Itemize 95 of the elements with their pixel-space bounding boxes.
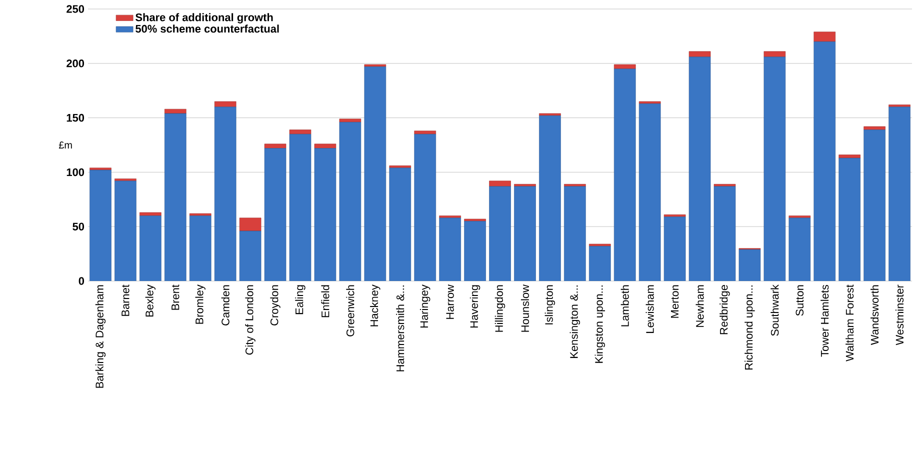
bar (589, 244, 611, 246)
bar (614, 68, 636, 281)
x-tick-label: Lambeth (620, 285, 629, 326)
bar (264, 148, 286, 281)
legend-label: 50% scheme counterfactual (136, 24, 279, 33)
x-tick-label: Enfield (321, 285, 330, 318)
x-tick-label: Bexley (145, 284, 156, 317)
bar (214, 106, 236, 281)
legend-label: Share of additional growth (136, 13, 273, 24)
bar (864, 126, 886, 130)
bar (764, 56, 786, 281)
bar (864, 130, 886, 281)
bar (140, 216, 162, 281)
bar (364, 66, 386, 281)
x-tick-label: Camden (221, 285, 230, 326)
bar (289, 130, 312, 134)
y-tick-label: 150 (66, 114, 84, 122)
bar (489, 186, 511, 281)
bar (764, 51, 786, 58)
bar (290, 134, 311, 281)
bar (539, 116, 561, 281)
bar (464, 221, 486, 281)
bar (140, 212, 162, 216)
bar (314, 144, 336, 148)
bar (638, 101, 661, 104)
bar (239, 218, 262, 232)
x-tick-label: Westminster (896, 284, 904, 346)
bar (314, 148, 336, 281)
bar (489, 180, 511, 186)
x-tick-label: Barnet (122, 284, 130, 316)
x-tick-label: Ealing (295, 285, 306, 314)
bar (214, 101, 236, 108)
x-tick-label: Southwark (770, 284, 779, 336)
bar (664, 216, 686, 281)
bar (838, 158, 860, 281)
y-tick-label: 50 (72, 222, 84, 230)
x-tick-label: Bromley (195, 284, 206, 324)
bar (688, 51, 711, 58)
x-tick-label: Hillingdon (494, 285, 506, 332)
bar (190, 216, 212, 281)
bar (90, 170, 112, 281)
y-tick-label: 100 (66, 168, 84, 176)
x-tick-label: Merton (670, 285, 679, 318)
x-tick-label: Greenwich (346, 285, 354, 336)
y-tick-label: 200 (66, 60, 84, 68)
bar (164, 113, 186, 281)
y-tick-label: 250 (66, 5, 84, 13)
bar (689, 56, 711, 281)
bar (788, 218, 810, 281)
x-tick-label: Croydon (270, 285, 280, 326)
bar (339, 118, 362, 122)
bar (564, 186, 586, 281)
x-tick-label: Harrow (446, 284, 454, 319)
x-tick-label: Brent (172, 284, 180, 310)
bar (639, 104, 661, 281)
y-tick-label: 0 (78, 277, 84, 285)
bar (414, 130, 436, 134)
bar (888, 106, 910, 281)
bar (189, 213, 212, 216)
bar (264, 144, 286, 148)
bar (414, 134, 436, 281)
x-tick-label: Newham (696, 285, 704, 327)
bar (389, 168, 411, 281)
x-tick-label: Hackney (370, 284, 380, 326)
x-tick-label: City of London (245, 285, 256, 355)
bar (714, 186, 736, 281)
bar (814, 42, 836, 281)
x-tick-label: Hammersmith &... (396, 286, 404, 372)
bar (439, 218, 461, 281)
x-tick-label: Wandsworth (870, 285, 879, 345)
x-tick-label: Tower Hamlets (820, 284, 829, 357)
x-tick-label: Kensington &... (570, 286, 580, 358)
x-tick-label: Hounslow (520, 284, 529, 332)
x-tick-label: Haringey (420, 284, 430, 328)
bar (738, 249, 760, 281)
y-axis-title: £m (58, 142, 72, 148)
bar (514, 186, 536, 281)
x-tick-label: Lewisham (646, 285, 654, 333)
bar (814, 32, 836, 42)
x-tick-label: Richmond upon... (744, 286, 755, 370)
x-tick-label: Havering (470, 285, 480, 328)
x-tick-label: Kingston upon... (594, 286, 605, 363)
x-tick-label: Redbridge (720, 285, 730, 334)
bar (589, 246, 611, 281)
x-tick-label: Barking & Dagenham (95, 285, 106, 388)
bar (339, 122, 361, 281)
bar (240, 230, 262, 281)
bar (464, 218, 486, 222)
x-tick-label: Sutton (796, 285, 804, 316)
bar (364, 64, 386, 67)
x-tick-label: Waltham Forest (846, 284, 854, 362)
bar (614, 64, 636, 69)
bar (539, 113, 561, 116)
x-tick-label: Islington (544, 285, 556, 324)
bar (114, 180, 136, 281)
